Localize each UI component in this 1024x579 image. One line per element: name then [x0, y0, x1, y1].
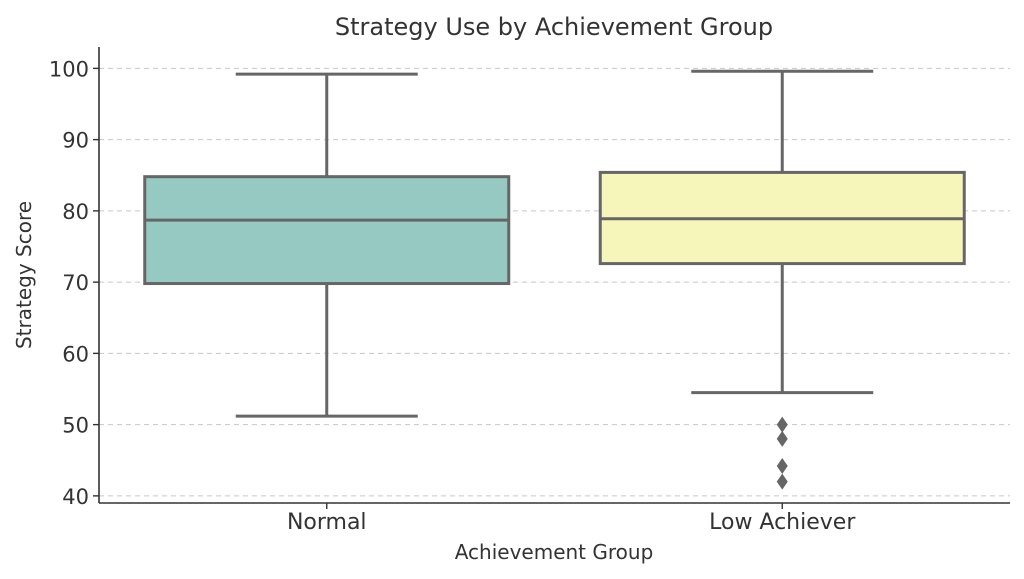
y-tick-label: 80: [62, 200, 89, 224]
boxes: [143, 69, 966, 490]
x-ticks: Normal Low Achiever: [287, 503, 856, 535]
y-tick-label: 70: [62, 271, 89, 295]
y-tick-label: 100: [49, 57, 89, 81]
y-tick-label: 60: [62, 342, 89, 366]
x-tick-label: Low Achiever: [709, 510, 856, 535]
axes: [98, 47, 1010, 504]
x-tick-label: Normal: [287, 510, 367, 535]
y-tick-label: 50: [62, 414, 89, 438]
outlier-point: [776, 416, 788, 433]
outlier-point: [776, 473, 788, 490]
outlier-point: [776, 457, 788, 474]
y-tick-label: 40: [62, 485, 89, 509]
y-tick-label: 90: [62, 129, 89, 153]
outlier-point: [776, 430, 788, 447]
box-iqr: [143, 175, 511, 286]
chart-title: Strategy Use by Achievement Group: [335, 13, 773, 41]
y-ticks: 40 50 60 70 80 90 100: [49, 57, 99, 509]
box-group: [598, 69, 966, 490]
x-axis-label: Achievement Group: [455, 540, 654, 564]
y-axis-label: Strategy Score: [12, 201, 36, 349]
box-group: [143, 72, 511, 418]
